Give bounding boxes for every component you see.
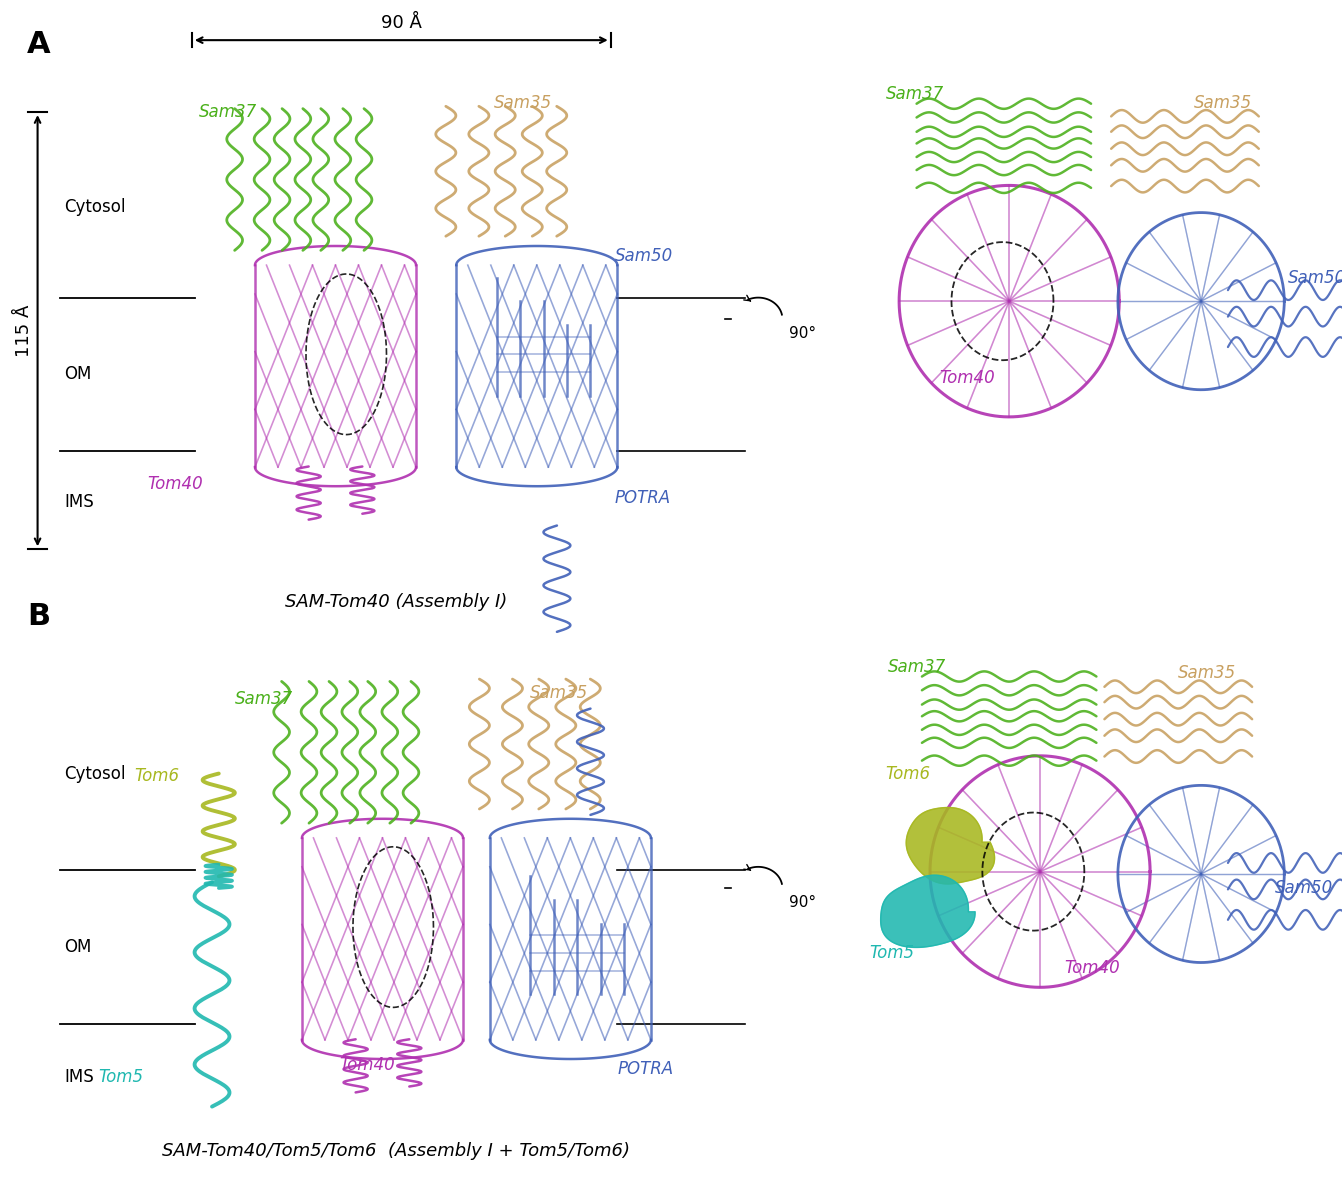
Text: IMS: IMS [64,1068,94,1087]
Text: OM: OM [64,365,91,384]
Text: Sam50: Sam50 [1275,879,1333,898]
Text: Sam37: Sam37 [235,690,293,709]
Text: Sam37: Sam37 [886,85,943,104]
Text: Tom6: Tom6 [886,764,931,783]
Text: 90°: 90° [789,326,816,340]
Text: Sam50: Sam50 [615,247,672,266]
Polygon shape [880,875,976,947]
Text: Cytosol: Cytosol [64,764,126,783]
Text: SAM-Tom40/Tom5/Tom6  (Assembly Ⅰ + Tom5/Tom6): SAM-Tom40/Tom5/Tom6 (Assembly Ⅰ + Tom5/T… [162,1142,629,1160]
Text: Tom5: Tom5 [870,944,915,963]
Polygon shape [906,808,994,883]
Text: Sam50: Sam50 [1288,268,1342,287]
Text: Sam35: Sam35 [530,684,588,703]
Text: POTRA: POTRA [615,489,671,508]
Text: IMS: IMS [64,492,94,511]
Text: 115 Å: 115 Å [15,305,34,357]
Text: 90 Å: 90 Å [381,14,421,32]
Text: SAM-Tom40 (Assembly Ⅰ): SAM-Tom40 (Assembly Ⅰ) [285,593,507,611]
Text: OM: OM [64,938,91,957]
Text: Sam35: Sam35 [1178,664,1236,683]
Text: Sam37: Sam37 [888,658,946,677]
Text: Tom40: Tom40 [340,1056,396,1075]
Text: 90°: 90° [789,895,816,909]
Text: Tom40: Tom40 [939,368,996,387]
Text: Sam37: Sam37 [199,103,256,122]
Text: Cytosol: Cytosol [64,197,126,216]
Text: A: A [27,30,51,59]
Text: Tom40: Tom40 [1064,959,1121,978]
Text: Sam35: Sam35 [494,93,552,112]
Text: Tom6: Tom6 [134,766,180,785]
Text: Tom5: Tom5 [98,1068,144,1087]
Text: POTRA: POTRA [617,1059,674,1078]
Text: Tom40: Tom40 [148,475,204,494]
Text: B: B [27,602,50,632]
Text: Sam35: Sam35 [1194,93,1252,112]
